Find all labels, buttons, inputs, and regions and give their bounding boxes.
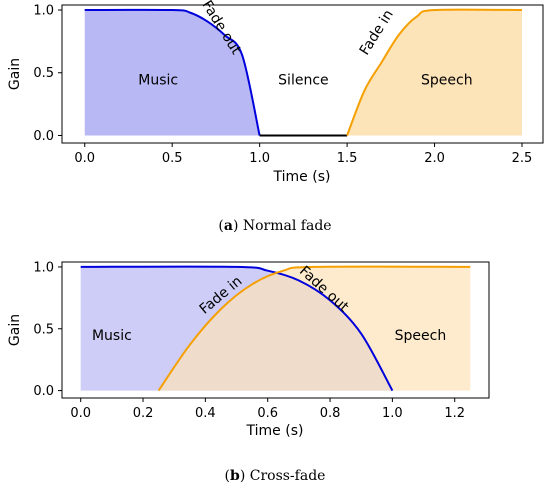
pb-xtick-label: 0.4 — [195, 406, 216, 421]
pa-ytick-label: 1.0 — [33, 4, 54, 19]
panel-a: 0.0 0.5 1.0 1.5 2.0 2.5 0.0 0.5 1.0 Music Silence… — [7, 0, 544, 185]
panel-b-axes-frame — [61, 261, 490, 399]
caption-a-letter: a — [223, 218, 233, 234]
caption-a: (a) Normal fade — [218, 218, 332, 234]
pb-xtick-label: 0.0 — [70, 406, 91, 421]
pb-music-line — [80, 265, 394, 392]
caption-b-text: Cross-fade — [249, 468, 326, 484]
pb-xtick-label: 0.6 — [257, 406, 278, 421]
pa-xtick-label: 2.5 — [512, 151, 533, 166]
panel-a-ylabel: Gain — [7, 58, 23, 90]
pa-xtick-label: 1.5 — [337, 151, 358, 166]
pa-ytick-label: 0.5 — [33, 66, 54, 81]
pa-speech-area — [347, 9, 522, 136]
pb-xtick-label: 1.0 — [382, 406, 403, 421]
panel-a-xlabel: Time (s) — [273, 169, 331, 185]
pa-annotation: Music — [138, 72, 178, 88]
pb-xtick-label: 0.8 — [320, 406, 341, 421]
panel-b-ylabel: Gain — [7, 314, 23, 346]
pa-speech-line — [346, 8, 523, 136]
pb-ytick-label: 1.0 — [33, 260, 54, 275]
pa-xtick-label: 0.5 — [162, 151, 183, 166]
pa-annotation: Speech — [421, 72, 473, 88]
pa-xtick-label: 1.0 — [249, 151, 270, 166]
pa-xtick-label: 2.0 — [424, 151, 445, 166]
panel-b-xlabel: Time (s) — [246, 423, 304, 439]
pa-annotation: Silence — [278, 72, 328, 88]
pb-xtick-label: 1.2 — [444, 406, 465, 421]
pa-xtick-label: 0.0 — [74, 151, 95, 166]
panel-a-axes-frame — [61, 4, 544, 144]
pb-ytick-label: 0.5 — [33, 322, 54, 337]
pb-xtick-label: 0.2 — [133, 406, 154, 421]
pb-speech-line — [157, 265, 471, 392]
pb-annotation: Speech — [395, 328, 447, 344]
pa-music-area — [84, 9, 260, 136]
caption-a-text: Normal fade — [242, 218, 332, 234]
pb-speech-area — [158, 266, 471, 391]
panel-b: 0.0 0.2 0.4 0.6 0.8 1.0 1.2 0.0 0.5 1.0 Music Spee… — [7, 260, 490, 439]
pb-annotation: Music — [92, 328, 132, 344]
caption-b: (b) Cross-fade — [224, 468, 326, 484]
pa-ytick-label: 0.0 — [33, 129, 54, 144]
pb-ytick-label: 0.0 — [33, 384, 54, 399]
pa-music-line — [84, 8, 261, 136]
caption-b-letter: b — [230, 468, 240, 484]
